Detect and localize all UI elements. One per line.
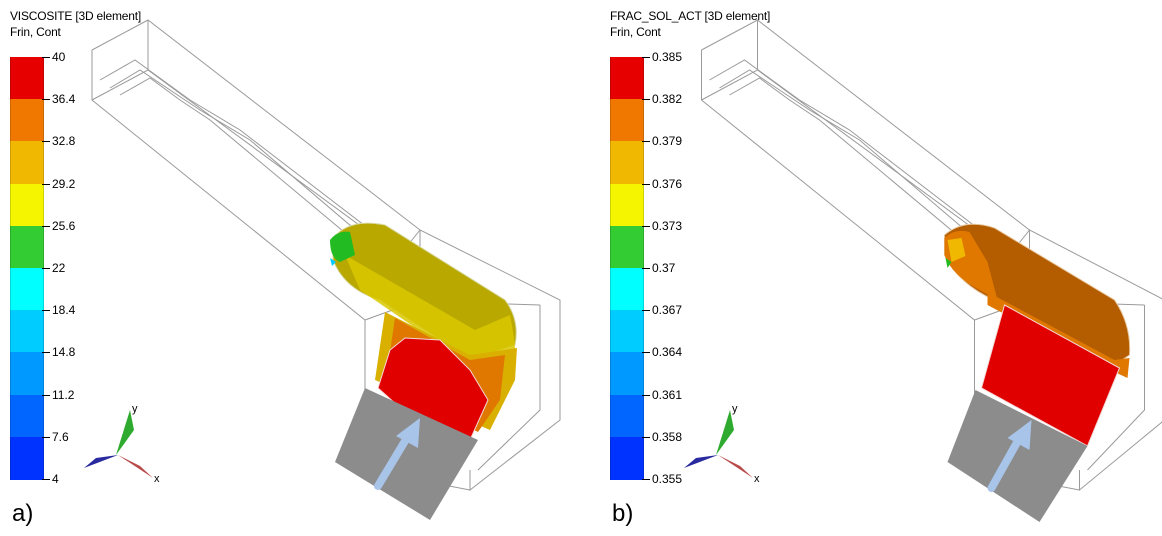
legend-tick — [642, 184, 650, 185]
legend-tick — [42, 141, 50, 142]
legend-tick-label: 40 — [52, 50, 65, 64]
legend-tick — [42, 437, 50, 438]
legend-tick-label: 0.385 — [652, 50, 682, 64]
legend-tick — [642, 57, 650, 58]
legend-swatch — [610, 226, 644, 269]
legend-tick-label: 4 — [52, 472, 59, 486]
panel-b-title-block: FRAC_SOL_ACT [3D element] Frin, Cont — [610, 8, 770, 40]
legend-swatch — [10, 184, 44, 227]
panel-a: VISCOSITE [3D element] Frin, Cont 40 36.4… — [0, 0, 581, 536]
legend-tick — [642, 479, 650, 480]
panel-a-y-axis-arrow — [116, 410, 134, 455]
legend-tick-label: 11.2 — [52, 388, 74, 402]
panel-b-z-axis-arrow — [684, 455, 718, 468]
legend-swatch — [10, 310, 44, 353]
legend-swatch — [10, 352, 44, 395]
legend-tick-label: 0.382 — [652, 92, 682, 106]
legend-tick — [42, 310, 50, 311]
legend-swatch — [610, 310, 644, 353]
legend-swatch — [610, 184, 644, 227]
legend-tick — [642, 395, 650, 396]
legend-swatch — [610, 57, 644, 100]
legend-tick — [642, 310, 650, 311]
panel-b-fluid-front — [945, 224, 1130, 522]
legend-tick-label: 0.373 — [652, 219, 682, 233]
legend-tick-label: 14.8 — [52, 345, 75, 359]
panel-b-title: FRAC_SOL_ACT [3D element] — [610, 9, 770, 23]
legend-tick — [642, 437, 650, 438]
legend-swatch — [10, 226, 44, 269]
legend-tick — [642, 226, 650, 227]
legend-tick — [642, 99, 650, 100]
panel-b-axis-x-label: x — [754, 473, 760, 485]
legend-tick-label: 0.379 — [652, 134, 682, 148]
panel-a-letter: a) — [12, 500, 33, 528]
legend-tick-label: 7.6 — [52, 430, 69, 444]
legend-tick-label: 36.4 — [52, 92, 75, 106]
panel-a-title-block: VISCOSITE [3D element] Frin, Cont — [10, 8, 141, 40]
legend-tick — [642, 268, 650, 269]
legend-swatch — [10, 141, 44, 184]
legend-tick — [642, 141, 650, 142]
panel-b-subtitle: Frin, Cont — [610, 24, 770, 40]
legend-tick — [642, 352, 650, 353]
panel-a-x-axis-arrow — [118, 455, 153, 478]
legend-tick — [42, 352, 50, 353]
legend-tick-label: 29.2 — [52, 177, 75, 191]
panel-b-axis-triad: y x — [678, 400, 768, 490]
legend-tick — [42, 99, 50, 100]
legend-swatch — [10, 57, 44, 100]
legend-tick — [42, 57, 50, 58]
legend-tick — [42, 268, 50, 269]
legend-tick — [42, 479, 50, 480]
panel-b-letter: b) — [612, 500, 633, 528]
panel-b: FRAC_SOL_ACT [3D element] Frin, Cont 0.3… — [600, 0, 1162, 536]
legend-swatch — [10, 268, 44, 311]
legend-tick — [42, 184, 50, 185]
panel-a-axis-y-label: y — [132, 403, 138, 415]
panel-a-axis-x-label: x — [154, 473, 160, 485]
legend-swatch — [610, 437, 644, 480]
panel-b-x-axis-arrow — [718, 455, 753, 478]
legend-swatch — [610, 141, 644, 184]
panel-a-axis-triad: y x — [78, 400, 168, 490]
legend-tick-label: 0.37 — [652, 261, 675, 275]
legend-tick-label: 32.8 — [52, 134, 75, 148]
panel-a-z-axis-arrow — [84, 455, 118, 468]
legend-swatch — [10, 437, 44, 480]
legend-swatch — [610, 99, 644, 142]
legend-tick — [42, 395, 50, 396]
legend-tick-label: 22 — [52, 261, 65, 275]
legend-tick-label: 18.4 — [52, 303, 75, 317]
legend-tick — [42, 226, 50, 227]
panel-b-y-axis-arrow — [716, 410, 734, 455]
legend-swatch — [610, 268, 644, 311]
legend-tick-label: 25.6 — [52, 219, 75, 233]
legend-swatch — [10, 99, 44, 142]
legend-swatch — [10, 395, 44, 438]
legend-swatch — [610, 395, 644, 438]
panel-a-subtitle: Frin, Cont — [10, 24, 141, 40]
panel-b-axis-y-label: y — [732, 403, 738, 415]
legend-tick-label: 0.364 — [652, 345, 682, 359]
legend-tick-label: 0.376 — [652, 177, 682, 191]
panel-a-title: VISCOSITE [3D element] — [10, 9, 141, 23]
legend-tick-label: 0.367 — [652, 303, 682, 317]
legend-swatch — [610, 352, 644, 395]
